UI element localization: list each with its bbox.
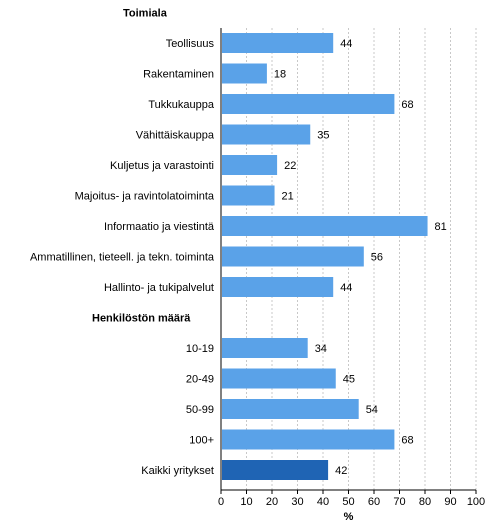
category-label: Majoitus- ja ravintolatoiminta [75,191,215,203]
category-label: Hallinto- ja tukipalvelut [104,282,214,294]
x-axis-title: % [344,511,354,523]
category-label: 20-49 [186,374,214,386]
x-tick-label: 60 [368,496,380,508]
data-label: 54 [366,404,378,416]
x-axis: 0 10 20 30 40 50 60 70 80 90 100% [218,28,485,523]
bar [222,277,334,297]
data-label: 35 [317,130,329,142]
category-label: Informaatio ja viestintä [104,221,215,233]
x-tick-label: 100 [467,496,485,508]
data-label: 21 [282,191,294,203]
x-tick-label: 50 [342,496,354,508]
category-label: 100+ [189,435,214,447]
data-label: 68 [401,99,413,111]
data-label: 44 [340,282,352,294]
x-tick-label: 20 [266,496,278,508]
bar [222,246,364,267]
data-labels: 44 18 68 35 22 21 81 56 44 34 45 54 68 42 [274,38,447,477]
bar [222,155,278,175]
category-labels: Toimiala Teollisuus Rakentaminen Tukkukaupp… [30,8,215,478]
bar [222,33,334,53]
data-label: 42 [335,465,347,477]
bar [222,338,308,358]
bar [222,368,336,389]
category-label: Kuljetus ja varastointi [110,160,214,172]
data-label: 56 [371,252,383,264]
data-label: 81 [435,221,447,233]
category-label: 10-19 [186,343,214,355]
category-label: Vähittäiskauppa [136,130,215,142]
bar [222,429,395,450]
group-title: Toimiala [123,8,168,20]
category-label: Teollisuus [166,38,215,50]
bar [222,63,267,84]
x-tick-label: 80 [419,496,431,508]
x-tick-label: 0 [218,496,224,508]
bar [222,460,329,480]
bars [222,33,428,480]
data-label: 44 [340,38,352,50]
data-label: 45 [343,374,355,386]
data-label: 68 [401,435,413,447]
category-label: Kaikki yritykset [141,465,214,477]
x-tick-label: 90 [444,496,456,508]
category-label: 50-99 [186,404,214,416]
bar [222,124,311,145]
bar [222,185,275,206]
x-tick-label: 70 [393,496,405,508]
category-label: Tukkukauppa [148,99,215,111]
bar [222,94,395,114]
data-label: 34 [315,343,327,355]
data-label: 22 [284,160,296,172]
bar [222,399,359,419]
x-tick-label: 30 [291,496,303,508]
x-tick-label: 10 [240,496,252,508]
data-label: 18 [274,69,286,81]
group-title: Henkilöstön määrä [92,313,191,325]
x-tick-label: 40 [317,496,329,508]
bar [222,216,428,236]
category-label: Ammatillinen, tieteell. ja tekn. toimint… [30,252,215,264]
category-label: Rakentaminen [143,69,214,81]
